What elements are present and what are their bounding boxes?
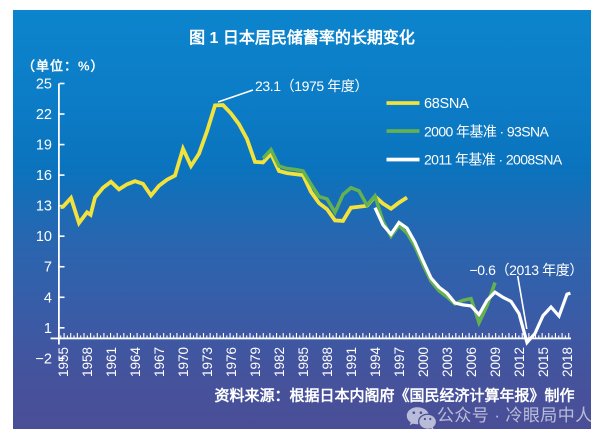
svg-text:2009: 2009 [488, 347, 503, 377]
svg-text:13: 13 [36, 199, 52, 215]
svg-text:10: 10 [36, 229, 52, 245]
svg-text:−0.6（2013 年度）: −0.6（2013 年度） [470, 262, 583, 278]
svg-text:公众号 · 冷眼局中人: 公众号 · 冷眼局中人 [437, 406, 593, 425]
svg-text:22: 22 [36, 107, 52, 123]
svg-text:16: 16 [36, 168, 52, 184]
svg-text:2015: 2015 [536, 347, 551, 377]
svg-text:23.1（1975 年度）: 23.1（1975 年度） [255, 78, 368, 94]
svg-text:1955: 1955 [56, 347, 71, 377]
svg-text:图 1 日本居民储蓄率的长期变化: 图 1 日本居民储蓄率的长期变化 [189, 28, 415, 47]
svg-text:25: 25 [36, 77, 52, 93]
svg-text:2003: 2003 [440, 347, 455, 377]
svg-text:1982: 1982 [272, 347, 287, 377]
svg-text:68SNA: 68SNA [424, 96, 469, 112]
svg-text:（单位：%）: （单位：%） [22, 59, 105, 74]
svg-text:1970: 1970 [176, 347, 191, 377]
svg-text:1979: 1979 [248, 347, 263, 377]
svg-text:资料来源：根据日本内阁府《国民经济计算年报》制作: 资料来源：根据日本内阁府《国民经济计算年报》制作 [214, 387, 574, 405]
svg-text:1973: 1973 [200, 347, 215, 377]
svg-text:1967: 1967 [152, 347, 167, 377]
svg-text:1961: 1961 [104, 347, 119, 377]
svg-text:1964: 1964 [128, 347, 143, 378]
svg-text:−2: −2 [35, 351, 52, 367]
svg-text:1991: 1991 [344, 347, 359, 377]
svg-text:4: 4 [44, 290, 52, 306]
svg-text:1958: 1958 [80, 347, 95, 377]
svg-text:1994: 1994 [368, 347, 383, 378]
svg-text:1976: 1976 [224, 347, 239, 377]
svg-text:2000: 2000 [416, 347, 431, 377]
svg-text:1997: 1997 [392, 347, 407, 377]
svg-text:2018: 2018 [560, 347, 575, 377]
svg-text:2006: 2006 [464, 347, 479, 377]
svg-text:1985: 1985 [296, 347, 311, 377]
svg-text:1: 1 [44, 321, 52, 337]
svg-text:1988: 1988 [320, 347, 335, 377]
svg-text:19: 19 [36, 138, 52, 154]
svg-text:2011 年基准 · 2008SNA: 2011 年基准 · 2008SNA [424, 152, 563, 168]
svg-text:2012: 2012 [512, 347, 527, 377]
svg-text:2000 年基准 · 93SNA: 2000 年基准 · 93SNA [424, 124, 549, 140]
svg-text:7: 7 [44, 260, 52, 276]
